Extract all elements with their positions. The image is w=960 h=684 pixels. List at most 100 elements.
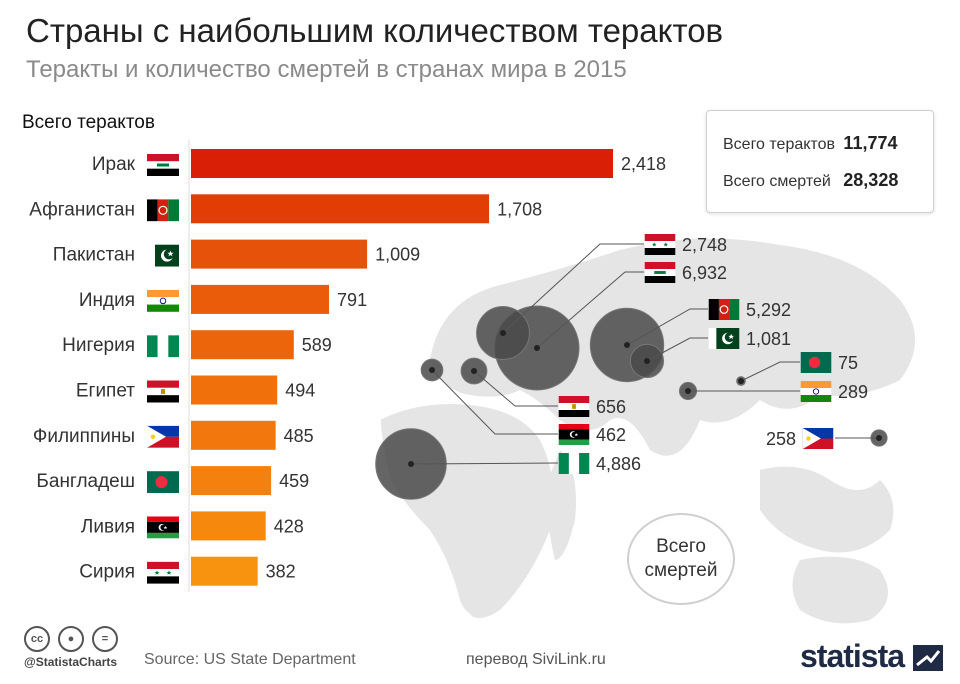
leader-dot xyxy=(500,330,506,336)
flag-pakistan-icon xyxy=(708,328,740,349)
flag-egypt-icon xyxy=(558,396,590,417)
country-label: Пакистан xyxy=(53,245,135,266)
bar-row: Ливия 428 xyxy=(81,511,304,541)
chart-title: Страны с наибольшим количеством терактов xyxy=(26,12,724,49)
chart-subtitle: Теракты и количество смертей в странах м… xyxy=(26,56,627,83)
flag-afghanistan-icon xyxy=(147,199,179,222)
bar-value-label: 494 xyxy=(285,381,315,401)
flag-libya-icon xyxy=(558,424,590,445)
leader-dot xyxy=(471,368,477,374)
total-deaths-label: Всего смертей xyxy=(723,173,831,190)
death-value-label: 4,886 xyxy=(596,454,641,474)
flag-iraq-icon xyxy=(644,262,676,283)
bubble-callout: 2,748 xyxy=(500,234,727,336)
death-value-label: 289 xyxy=(838,382,868,402)
bar-value-label: 1,009 xyxy=(375,245,420,265)
bubble-callout: 75 xyxy=(738,352,858,384)
totals-box: Всего терактов 11,774 Всего смертей 28,3… xyxy=(706,110,934,213)
death-value-label: 5,292 xyxy=(746,300,791,320)
country-label: Ирак xyxy=(92,154,136,175)
attacks-bar-chart: Ирак 2,418 Афганистан 1,708 Пакистан 1,009 Инд… xyxy=(29,149,666,586)
bubble-callout: 656 xyxy=(471,368,626,417)
bar xyxy=(191,239,368,269)
leader-line xyxy=(473,370,558,407)
total-deaths-value: 28,328 xyxy=(843,170,899,190)
bar-chart-heading: Всего терактов xyxy=(22,112,155,133)
bar xyxy=(191,556,258,586)
logo-mark-icon xyxy=(912,645,943,671)
leader-line xyxy=(740,361,800,382)
country-label: Филиппины xyxy=(33,426,135,447)
flag-libya-icon xyxy=(147,516,179,539)
country-label: Афганистан xyxy=(29,199,135,220)
flag-syria-icon xyxy=(644,234,676,255)
bar xyxy=(191,375,278,405)
bar xyxy=(191,284,330,314)
bar-row: Индия 791 xyxy=(79,284,367,314)
leader-line xyxy=(646,337,708,362)
flag-philippines-icon xyxy=(802,428,834,449)
bar xyxy=(191,420,276,450)
flag-bangladesh-icon xyxy=(147,471,179,494)
flag-india-icon xyxy=(147,289,179,312)
death-value-label: 462 xyxy=(596,425,626,445)
bar xyxy=(191,330,294,360)
bar-value-label: 459 xyxy=(279,471,309,491)
twitter-handle: @StatistaCharts xyxy=(24,655,118,669)
logo-wordmark: statista xyxy=(800,638,905,674)
death-value-label: 75 xyxy=(838,353,858,373)
bubble-callout: 1,081 xyxy=(644,328,791,364)
bar xyxy=(191,194,490,224)
flag-nigeria-icon xyxy=(558,453,590,474)
flag-syria-icon xyxy=(147,561,179,584)
total-attacks-label: Всего терактов xyxy=(723,136,835,153)
flag-egypt-icon xyxy=(147,380,179,403)
bar-row: Бангладеш 459 xyxy=(36,466,309,496)
flag-philippines-icon xyxy=(147,425,179,448)
leader-line xyxy=(626,308,708,346)
source-note: Source: US State Department xyxy=(144,651,356,668)
total-deaths-row: Всего смертей 28,328 xyxy=(723,170,898,191)
total-attacks-row: Всего терактов 11,774 xyxy=(723,133,897,154)
leader-line xyxy=(410,462,559,465)
death-value-label: 656 xyxy=(596,397,626,417)
leader-dot xyxy=(644,358,650,364)
bar-row: Пакистан 1,009 xyxy=(53,239,420,269)
country-label: Египет xyxy=(76,381,135,402)
flag-bangladesh-icon xyxy=(800,352,832,373)
leader-dot xyxy=(738,378,744,384)
death-value-label: 1,081 xyxy=(746,329,791,349)
death-value-label: 6,932 xyxy=(682,263,727,283)
bar-value-label: 382 xyxy=(266,562,296,582)
leader-dot xyxy=(534,345,540,351)
leader-dot xyxy=(685,388,691,394)
total-attacks-value: 11,774 xyxy=(843,133,898,153)
bar-value-label: 485 xyxy=(284,426,314,446)
bar-row: Сирия 382 xyxy=(79,556,296,586)
bar-value-label: 791 xyxy=(337,290,367,310)
bar-row: Филиппины 485 xyxy=(33,420,314,450)
deaths-legend-badge: Всего смертей xyxy=(627,513,735,605)
bar xyxy=(191,466,272,496)
flag-afghanistan-icon xyxy=(708,299,740,320)
bubble-callout: 6,932 xyxy=(534,262,727,351)
bar-row: Нигерия 589 xyxy=(62,330,332,360)
country-label: Бангладеш xyxy=(36,471,135,492)
country-label: Нигерия xyxy=(62,335,135,356)
flag-india-icon xyxy=(800,381,832,402)
attribution-icon: ● xyxy=(58,626,84,652)
bubble-callout: 289 xyxy=(685,381,868,402)
flag-nigeria-icon xyxy=(147,335,179,358)
bar-row: Египет 494 xyxy=(76,375,315,405)
death-value-label: 2,748 xyxy=(682,235,727,255)
leader-dot xyxy=(624,342,630,348)
deaths-bubble-map: 2,748 6,932 5,292 1,081 75 289 258 656 462 4,886 xyxy=(375,234,888,500)
country-label: Ливия xyxy=(81,516,135,537)
leader-dot xyxy=(408,461,414,467)
leader-line xyxy=(536,271,644,349)
country-label: Индия xyxy=(79,290,135,311)
bar xyxy=(191,511,266,541)
bubble-callout: 462 xyxy=(429,367,626,445)
bubble-callout: 4,886 xyxy=(408,453,641,474)
bubble-callout: 5,292 xyxy=(624,299,791,348)
